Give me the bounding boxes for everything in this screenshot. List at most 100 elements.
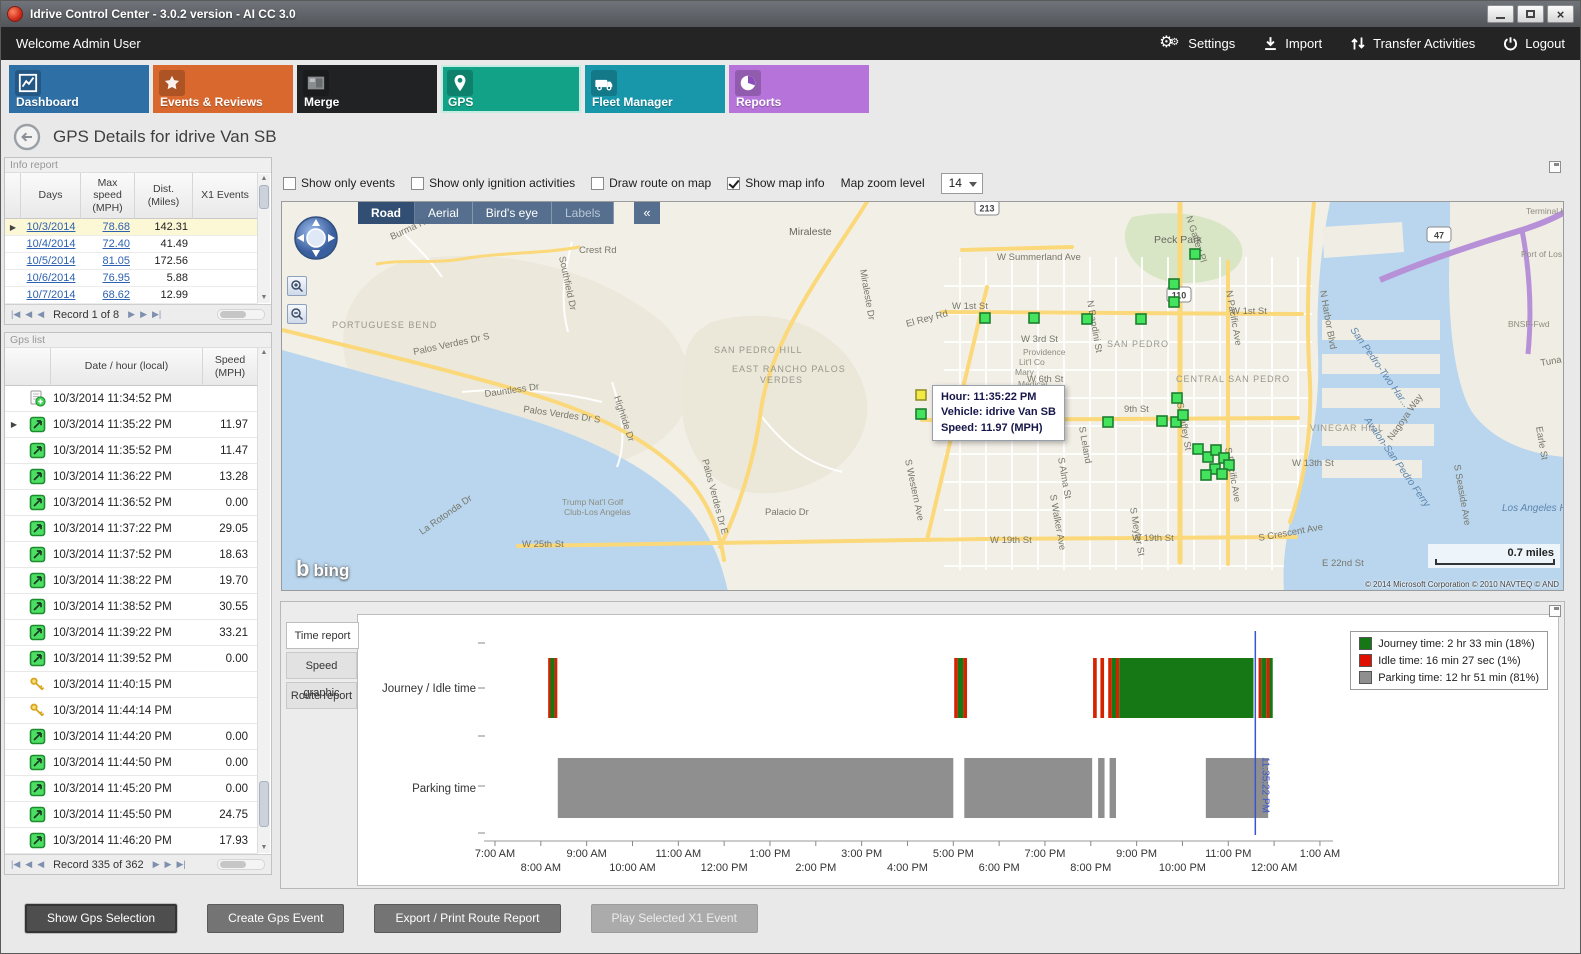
create-gps-event-button[interactable]: Create Gps Event xyxy=(207,904,345,933)
horizontal-scrollbar[interactable] xyxy=(217,859,265,870)
maximize-button[interactable] xyxy=(1517,5,1544,23)
scroll-up-icon[interactable]: ▲ xyxy=(260,175,268,182)
show-gps-selection-button[interactable]: Show Gps Selection xyxy=(25,904,178,933)
idle-bar[interactable] xyxy=(1108,658,1112,718)
scroll-up-icon[interactable]: ▲ xyxy=(260,349,268,356)
list-item[interactable]: 10/3/2014 11:35:52 PM 11.47 xyxy=(5,438,258,464)
list-item[interactable]: 10/3/2014 11:44:50 PM 0.00 xyxy=(5,750,258,776)
map-style-tab-bird-s-eye[interactable]: Bird's eye xyxy=(472,202,552,224)
journey-bar[interactable] xyxy=(1269,658,1273,718)
parking-bar[interactable] xyxy=(1109,758,1116,818)
idle-bar[interactable] xyxy=(1115,658,1120,718)
table-row[interactable]: 10/7/2014 68.62 12.99 xyxy=(5,287,258,304)
gps-date-cell[interactable]: 10/3/2014 11:37:22 PM xyxy=(53,522,172,535)
menu-item-settings[interactable]: ⚙ ⚙ Settings xyxy=(1159,34,1235,53)
table-row[interactable]: 10/5/2014 81.05 172.56 xyxy=(5,253,258,270)
pager-prev-icon[interactable]: ◀ xyxy=(37,309,45,319)
list-item[interactable]: 10/3/2014 11:44:20 PM 0.00 xyxy=(5,724,258,750)
gps-date-cell[interactable]: 10/3/2014 11:39:22 PM xyxy=(53,626,172,639)
column-header-days[interactable]: Days xyxy=(21,173,81,219)
horizontal-scrollbar[interactable] xyxy=(217,309,265,320)
map-zoom-in-button[interactable] xyxy=(287,276,307,296)
map-bar-collapse-button[interactable]: « xyxy=(634,202,660,224)
close-button[interactable]: × xyxy=(1547,5,1574,23)
pager-prev-page-icon[interactable]: ◀ xyxy=(25,859,33,869)
menu-item-logout[interactable]: Logout xyxy=(1503,36,1565,51)
max-speed-cell[interactable]: 78.68 xyxy=(102,221,130,233)
collapse-map-panel-icon[interactable] xyxy=(1549,161,1561,173)
pager-next-icon[interactable]: ▶ xyxy=(152,859,160,869)
table-row[interactable]: 10/4/2014 72.40 41.49 xyxy=(5,236,258,253)
scroll-down-icon[interactable]: ▼ xyxy=(260,294,268,301)
list-item[interactable]: 10/3/2014 11:39:52 PM 0.00 xyxy=(5,646,258,672)
checkbox-icon[interactable] xyxy=(283,176,296,190)
table-row[interactable]: ▶ 10/3/2014 78.68 142.31 xyxy=(5,219,258,236)
nav-tile-reports[interactable]: Reports xyxy=(729,65,869,113)
tab-time-report[interactable]: Time report xyxy=(286,622,359,649)
column-header-speed[interactable]: Speed (MPH) xyxy=(203,348,258,386)
nav-tile-merge[interactable]: Merge xyxy=(297,65,437,113)
gps-date-cell[interactable]: 10/3/2014 11:35:52 PM xyxy=(53,444,172,457)
idle-bar[interactable] xyxy=(1258,658,1262,718)
day-cell[interactable]: 10/7/2014 xyxy=(26,289,76,301)
column-header-x1-events[interactable]: X1 Events xyxy=(193,173,258,219)
map-style-tab-road[interactable]: Road xyxy=(358,202,415,224)
map-zoom-select[interactable]: 14 xyxy=(940,172,983,194)
pager-next-page-icon[interactable]: ▶ xyxy=(164,859,172,869)
gps-marker[interactable] xyxy=(1170,416,1182,428)
nav-tile-fleet-manager[interactable]: Fleet Manager xyxy=(585,65,725,113)
gps-date-cell[interactable]: 10/3/2014 11:36:22 PM xyxy=(53,470,172,483)
checkbox-icon[interactable] xyxy=(591,176,605,190)
list-item[interactable]: 10/3/2014 11:37:52 PM 18.63 xyxy=(5,542,258,568)
gps-list-scrollbar[interactable]: ▲ ▼ xyxy=(257,348,270,853)
gps-marker[interactable] xyxy=(1168,278,1180,290)
idle-bar[interactable] xyxy=(954,658,958,718)
parking-bar[interactable] xyxy=(1205,758,1269,818)
list-item[interactable]: ▶ 10/3/2014 11:35:22 PM 11.97 xyxy=(5,412,258,438)
gps-date-cell[interactable]: 10/3/2014 11:44:14 PM xyxy=(53,704,172,717)
gps-date-cell[interactable]: 10/3/2014 11:44:50 PM xyxy=(53,756,172,769)
tab-route-report[interactable]: Route report xyxy=(286,682,357,709)
gps-marker[interactable] xyxy=(1200,469,1212,481)
gps-date-cell[interactable]: 10/3/2014 11:44:20 PM xyxy=(53,730,172,743)
gps-date-cell[interactable]: 10/3/2014 11:40:15 PM xyxy=(53,678,172,691)
journey-bar[interactable] xyxy=(1119,658,1254,718)
pager-next-icon[interactable]: ▶ xyxy=(128,309,136,319)
checkbox-draw-route-on-map[interactable]: Draw route on map xyxy=(591,176,711,190)
gps-date-cell[interactable]: 10/3/2014 11:36:52 PM xyxy=(53,496,172,509)
nav-tile-dashboard[interactable]: Dashboard xyxy=(9,65,149,113)
pager-prev-page-icon[interactable]: ◀ xyxy=(25,309,33,319)
pager-first-icon[interactable]: |◀ xyxy=(11,859,21,869)
map-compass-control[interactable] xyxy=(292,214,340,262)
pager-next-page-icon[interactable]: ▶ xyxy=(140,309,147,319)
idle-bar[interactable] xyxy=(1100,658,1105,718)
day-cell[interactable]: 10/6/2014 xyxy=(26,272,76,284)
gps-date-cell[interactable]: 10/3/2014 11:37:52 PM xyxy=(53,548,172,561)
list-item[interactable]: 10/3/2014 11:40:15 PM xyxy=(5,672,258,698)
column-header-max-speed[interactable]: Max speed (MPH) xyxy=(81,173,135,219)
gps-marker[interactable] xyxy=(1168,296,1180,308)
pager-prev-icon[interactable]: ◀ xyxy=(37,859,45,869)
list-item[interactable]: 10/3/2014 11:37:22 PM 29.05 xyxy=(5,516,258,542)
day-cell[interactable]: 10/4/2014 xyxy=(26,238,76,250)
gps-date-cell[interactable]: 10/3/2014 11:39:52 PM xyxy=(53,652,172,665)
column-header-distance[interactable]: Dist. (Miles) xyxy=(135,173,193,219)
list-item[interactable]: 10/3/2014 11:36:52 PM 0.00 xyxy=(5,490,258,516)
gps-marker[interactable] xyxy=(1028,312,1040,324)
gps-marker[interactable] xyxy=(1171,392,1183,404)
map-canvas[interactable]: Miraleste Peck Park W Summerland Ave Crest … xyxy=(281,201,1564,591)
gps-marker[interactable] xyxy=(1223,459,1235,471)
gps-date-cell[interactable]: 10/3/2014 11:45:50 PM xyxy=(53,808,172,821)
collapse-chart-panel-icon[interactable] xyxy=(1549,605,1561,617)
checkbox-icon[interactable] xyxy=(411,176,425,190)
gps-marker[interactable] xyxy=(1177,409,1189,421)
nav-tile-events-reviews[interactable]: Events & Reviews xyxy=(153,65,293,113)
export-print-route-report-button[interactable]: Export / Print Route Report xyxy=(374,904,561,933)
list-item[interactable]: 10/3/2014 11:46:20 PM 17.93 xyxy=(5,828,258,854)
gps-marker[interactable] xyxy=(915,408,927,420)
map-zoom-out-button[interactable] xyxy=(287,304,307,324)
day-cell[interactable]: 10/5/2014 xyxy=(26,255,76,267)
checkbox-icon[interactable] xyxy=(727,176,741,190)
gps-marker[interactable] xyxy=(1102,416,1114,428)
list-item[interactable]: 10/3/2014 11:44:14 PM xyxy=(5,698,258,724)
